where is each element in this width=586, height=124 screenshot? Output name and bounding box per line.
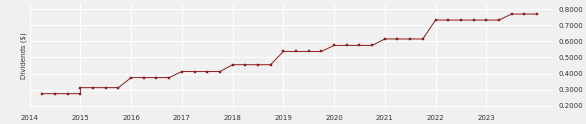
Y-axis label: Dividends ($): Dividends ($): [21, 32, 27, 79]
